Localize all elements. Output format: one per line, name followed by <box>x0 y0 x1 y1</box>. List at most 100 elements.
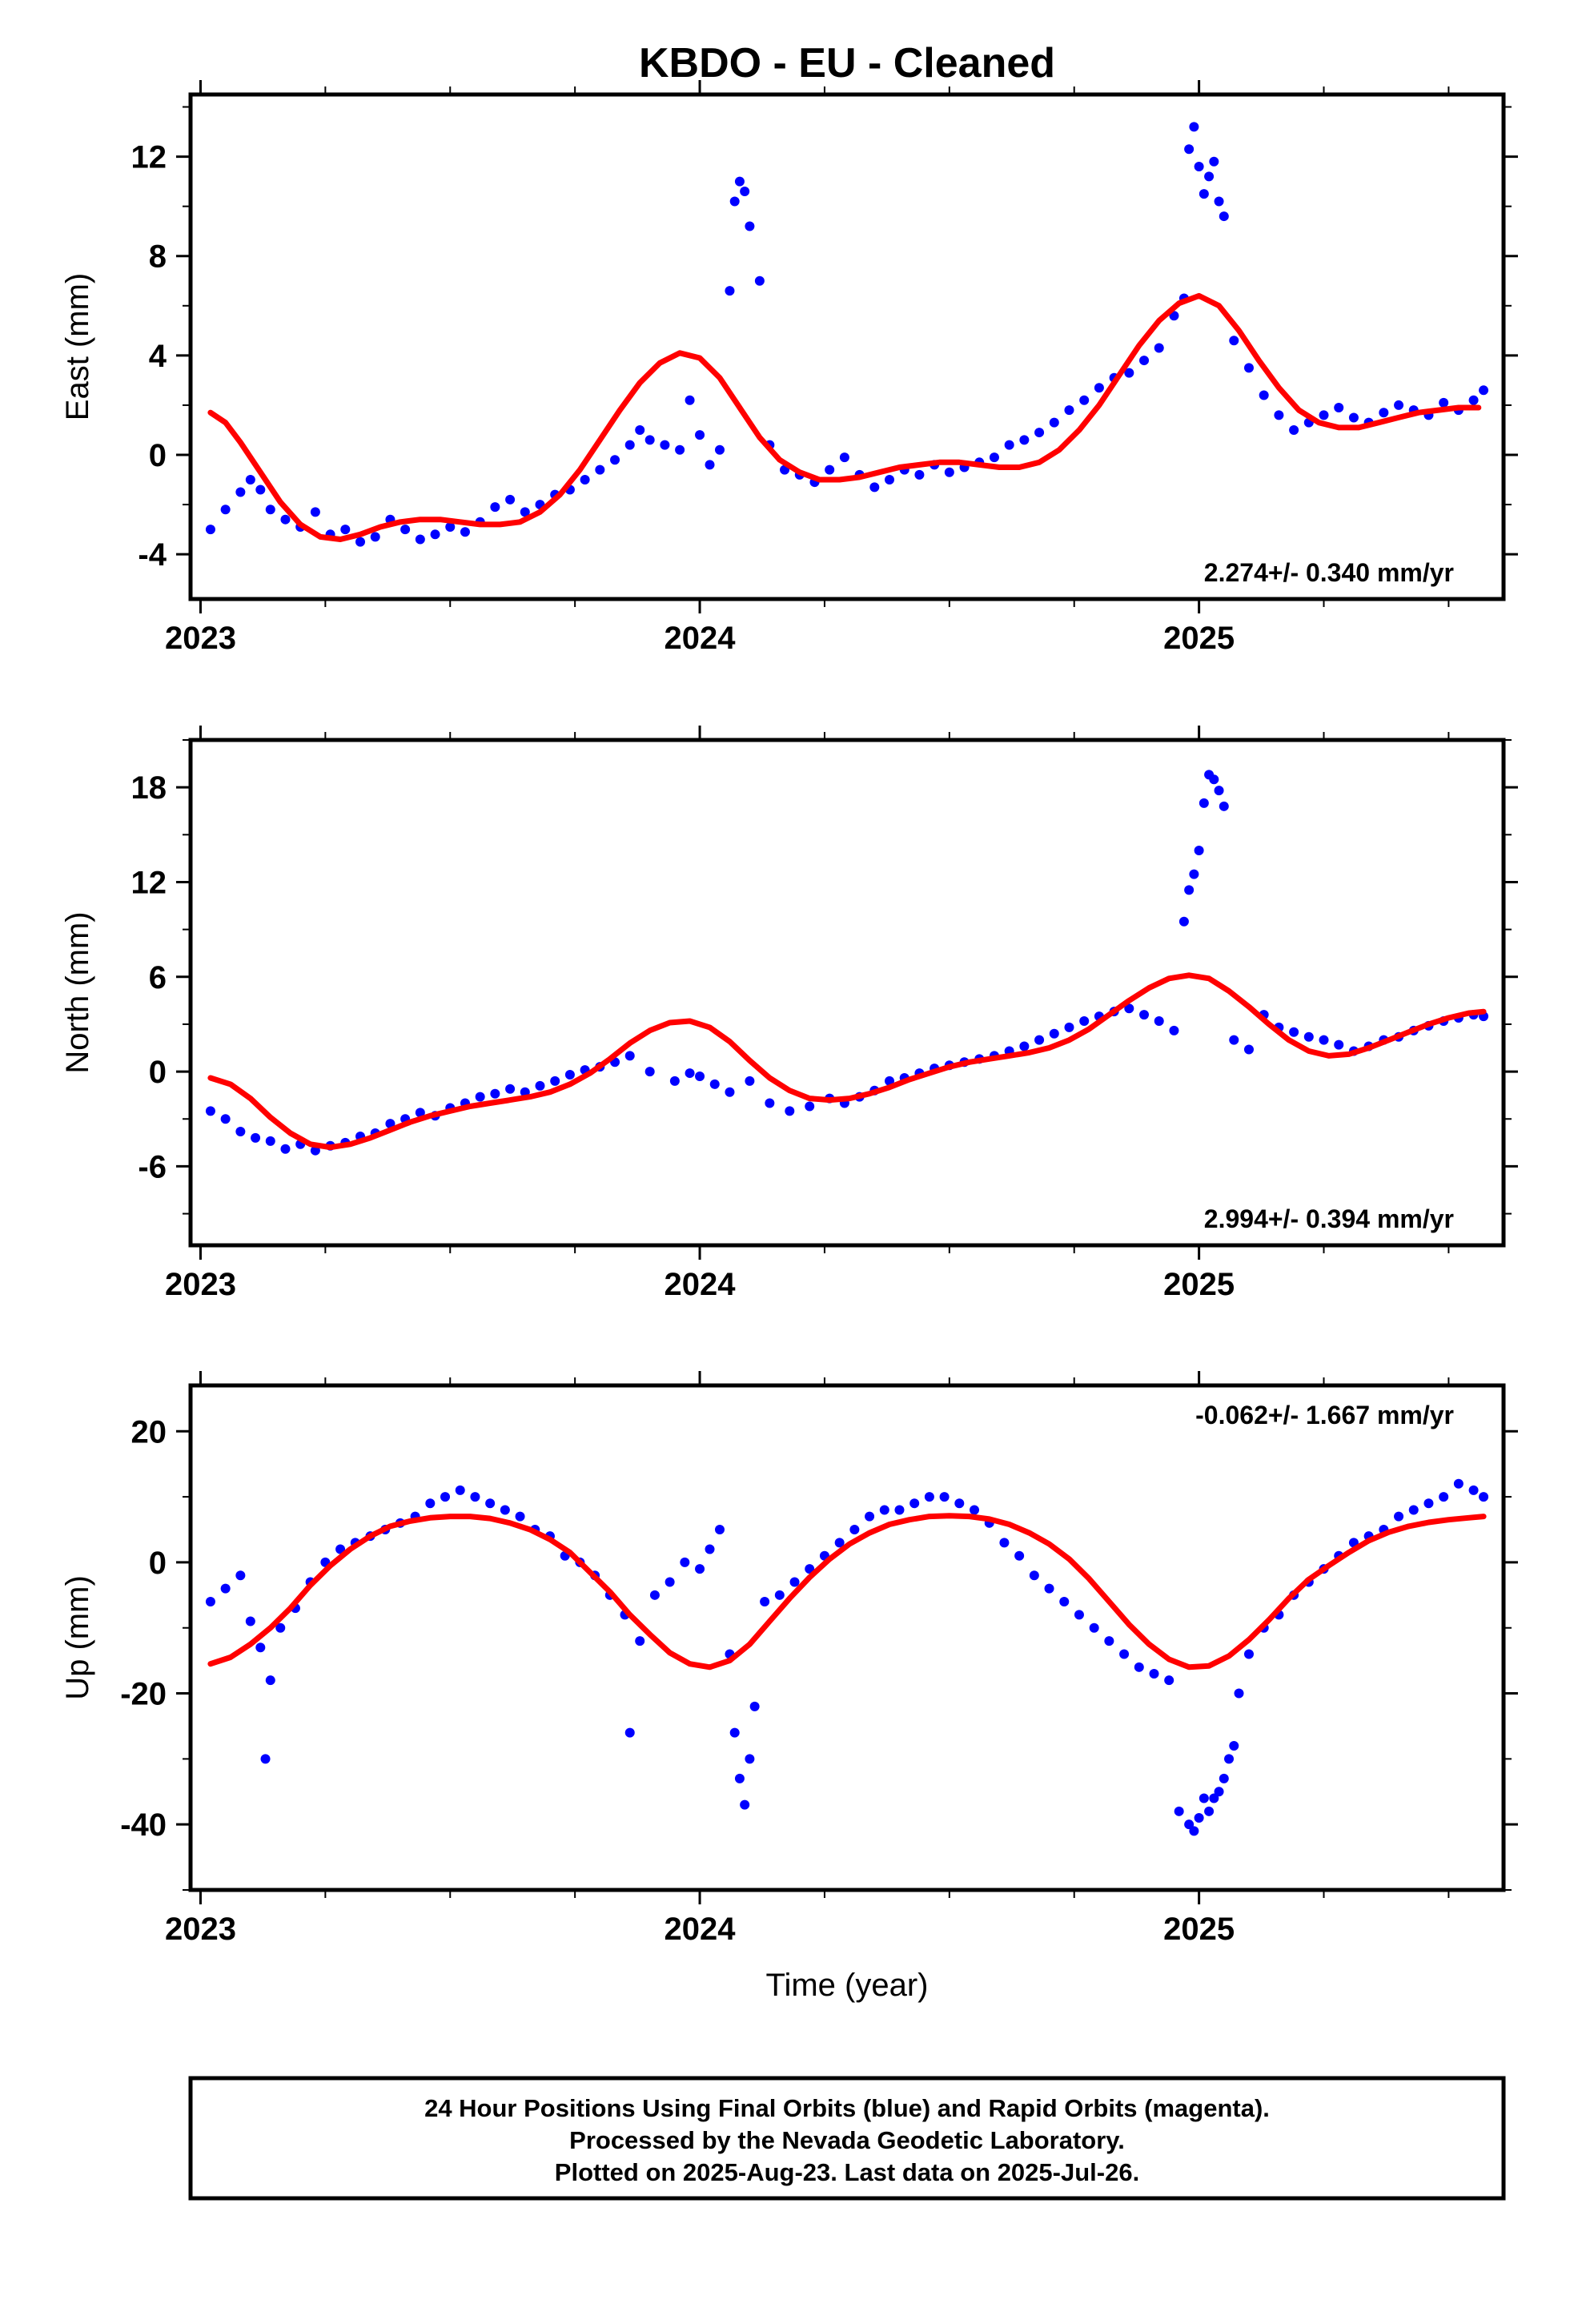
data-point <box>734 1773 745 1783</box>
data-point <box>1453 1478 1464 1489</box>
data-point <box>869 482 880 493</box>
data-point <box>894 1505 905 1515</box>
data-point <box>505 494 516 505</box>
data-point <box>1029 1570 1039 1581</box>
data-point <box>705 460 715 470</box>
data-point <box>1214 1787 1224 1797</box>
data-point <box>595 464 605 475</box>
data-point <box>1234 1688 1244 1699</box>
data-point <box>1178 916 1189 927</box>
data-point <box>705 1544 715 1554</box>
data-point <box>695 1564 705 1574</box>
data-point <box>265 1675 275 1686</box>
data-point <box>245 1616 255 1626</box>
data-point <box>1074 1610 1084 1620</box>
data-point <box>624 1051 635 1061</box>
data-point <box>1204 171 1215 182</box>
data-point <box>1064 1022 1074 1032</box>
data-point <box>944 467 954 477</box>
data-point <box>714 1525 725 1534</box>
east-panel: 2023 2024 2025 -4 0 4 8 12 East (mm) 2.274+/- 0.3… <box>60 80 1518 656</box>
rate-annotation: -0.062+/- 1.667 mm/yr <box>1195 1401 1454 1429</box>
footer-line-3: Plotted on 2025-Aug-23. Last data on 202… <box>555 2158 1139 2186</box>
footer-frame <box>188 2076 1506 2201</box>
data-point <box>370 532 380 542</box>
data-point <box>280 1144 291 1154</box>
data-point <box>1214 196 1224 207</box>
y-axis-label: Up (mm) <box>60 1575 95 1700</box>
data-point <box>1439 1492 1449 1502</box>
data-point <box>1199 1793 1209 1803</box>
y-tick-label: 12 <box>131 865 167 900</box>
data-point <box>245 475 255 485</box>
data-point <box>1229 1741 1239 1751</box>
data-point <box>1214 786 1224 796</box>
data-point <box>729 196 740 207</box>
data-point <box>490 502 500 513</box>
data-point <box>1274 410 1284 420</box>
x-axis-label: Time (year) <box>766 1968 929 2003</box>
y-tick-label: 12 <box>131 140 167 175</box>
data-point <box>205 525 215 535</box>
data-point <box>669 1076 680 1086</box>
x-tick-label: 2023 <box>165 621 236 656</box>
data-point <box>789 1577 800 1587</box>
data-point <box>1423 1498 1434 1509</box>
data-point <box>834 1538 845 1548</box>
data-point <box>635 1636 645 1647</box>
data-point <box>1049 1028 1059 1039</box>
x-tick-label: 2023 <box>165 1912 236 1947</box>
data-point <box>1079 1015 1090 1026</box>
data-point <box>485 1498 496 1509</box>
footer-line-1: 24 Hour Positions Using Final Orbits (bl… <box>424 2094 1270 2122</box>
data-point <box>754 275 765 286</box>
data-point <box>445 522 456 532</box>
data-point <box>235 487 246 497</box>
data-point <box>1139 356 1150 366</box>
data-point <box>1154 343 1164 353</box>
data-point <box>1479 1492 1489 1502</box>
data-point <box>1184 885 1195 895</box>
y-axis-label: East (mm) <box>60 273 95 420</box>
data-point <box>924 1492 934 1502</box>
y-axis-label: North (mm) <box>60 911 95 1073</box>
data-point <box>1034 1035 1045 1045</box>
data-point <box>260 1754 271 1764</box>
data-point <box>1229 1035 1239 1045</box>
data-point <box>1184 144 1195 155</box>
rate-annotation: 2.994+/- 0.394 mm/yr <box>1204 1204 1454 1233</box>
data-point <box>335 1544 346 1554</box>
data-point <box>1124 1003 1134 1014</box>
data-point <box>1204 1806 1215 1816</box>
model-curve <box>207 292 1482 542</box>
data-point <box>1189 122 1199 132</box>
data-point <box>695 430 705 440</box>
model-curve <box>207 972 1487 1151</box>
data-point <box>1189 869 1199 879</box>
data-point <box>1079 395 1090 405</box>
data-point <box>914 469 925 480</box>
data-point <box>1194 846 1204 856</box>
data-point <box>709 1079 720 1089</box>
data-point <box>235 1570 246 1581</box>
data-point <box>1229 336 1239 346</box>
x-tick-label: 2023 <box>165 1267 236 1302</box>
x-tick-label: 2025 <box>1163 621 1235 656</box>
data-point <box>1189 1826 1199 1836</box>
data-point <box>644 1067 655 1077</box>
data-point <box>1059 1597 1070 1606</box>
data-point <box>680 1557 690 1567</box>
data-point <box>515 1511 525 1522</box>
data-point <box>644 435 655 445</box>
y-tick-label: 8 <box>149 239 167 275</box>
data-point <box>520 507 530 517</box>
data-point <box>1004 440 1014 450</box>
data-point <box>265 1136 275 1146</box>
data-point <box>839 452 849 463</box>
x-tick-label: 2024 <box>665 1267 737 1302</box>
footer-box: 24 Hour Positions Using Final Orbits (bl… <box>188 2076 1506 2201</box>
data-point <box>455 1485 465 1495</box>
data-point <box>205 1106 215 1116</box>
